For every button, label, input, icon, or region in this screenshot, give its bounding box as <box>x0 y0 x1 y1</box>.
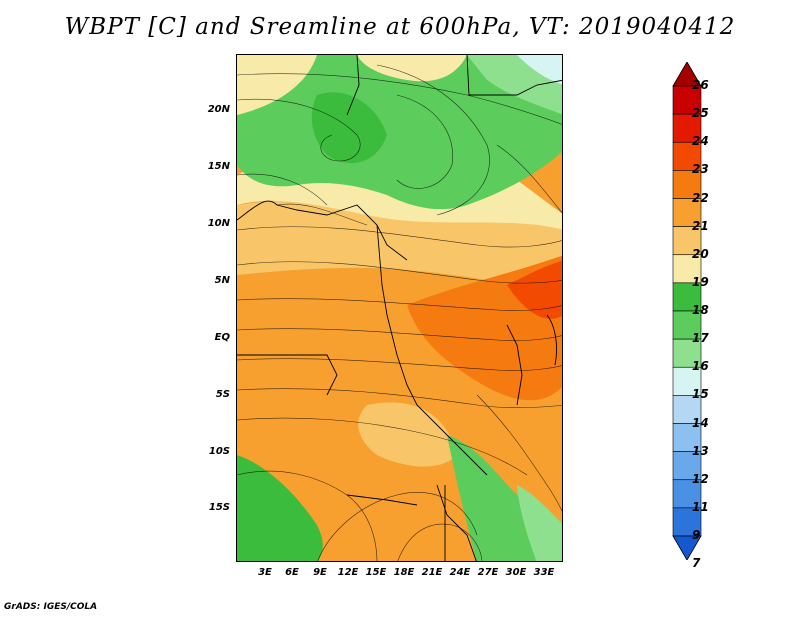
colorbar-segment <box>672 198 702 227</box>
wbpt-19-n <box>357 55 467 82</box>
lat-label-15N: 15N <box>207 161 230 172</box>
colorbar-label: 15 <box>692 387 709 402</box>
colorbar-bottom-triangle <box>672 535 702 560</box>
wbpt-23-east <box>507 260 562 319</box>
wbpt-20-band <box>237 200 562 295</box>
lat-label-10N: 10N <box>207 218 230 229</box>
colorbar-label: 23 <box>692 162 709 177</box>
wbpt-19-nw <box>237 55 317 115</box>
wbpt-15-ne <box>517 55 562 85</box>
colorbar-segment <box>672 310 702 340</box>
colorbar-label: 12 <box>692 471 709 486</box>
lat-label-10S: 10S <box>208 446 230 457</box>
colorbar-label: 13 <box>692 443 709 458</box>
colorbar-segment <box>672 141 702 171</box>
colorbar-label: 9 <box>692 528 701 542</box>
colorbar-segment <box>672 254 702 284</box>
streamlines <box>237 64 562 561</box>
wbpt-20-south <box>358 402 457 467</box>
colorbar-label: 22 <box>692 190 709 205</box>
lon-label-18E: 18E <box>393 567 415 578</box>
colorbar-label: 21 <box>692 218 709 233</box>
colorbar-label: 17 <box>692 331 709 346</box>
lon-label-3E: 3E <box>258 567 272 578</box>
colorbar-label: 25 <box>692 106 709 121</box>
colorbar-label: 16 <box>692 359 709 374</box>
colorbar-segment <box>672 507 702 537</box>
lon-label-15E: 15E <box>365 567 387 578</box>
colorbar-label: 7 <box>692 556 701 571</box>
lat-label-20N: 20N <box>207 104 230 115</box>
colorbar-segment <box>672 226 702 256</box>
map-panel <box>236 54 563 562</box>
lon-label-24E: 24E <box>449 567 471 578</box>
chart-title: WBPT [C] and Sreamline at 600hPa, VT: 20… <box>64 14 736 40</box>
colorbar-segment <box>672 282 702 312</box>
colorbar-label: 19 <box>692 274 709 289</box>
colorbar-label: 20 <box>692 246 709 261</box>
lon-label-33E: 33E <box>533 567 555 578</box>
colorbar-label: 24 <box>692 134 709 149</box>
wbpt-17-field <box>237 55 562 210</box>
lat-label-EQ: EQ <box>214 332 230 343</box>
colorbar-segment <box>672 170 702 199</box>
colorbar <box>672 62 702 560</box>
colorbar-segment <box>672 338 702 368</box>
wbpt-16-se <box>517 485 562 561</box>
lon-label-12E: 12E <box>337 567 359 578</box>
lon-label-27E: 27E <box>477 567 499 578</box>
colorbar-label: 26 <box>692 78 709 92</box>
colorbar-segment <box>672 479 702 509</box>
wbpt-map <box>237 55 562 561</box>
lon-label-6E: 6E <box>285 567 299 578</box>
colorbar-segment <box>672 451 702 481</box>
colorbar-segment <box>672 366 702 396</box>
wbpt-18-sw <box>237 455 323 561</box>
lon-label-9E: 9E <box>313 567 327 578</box>
lat-label-15S: 15S <box>208 502 230 513</box>
lat-label-5N: 5N <box>214 275 230 286</box>
footer-credit: GrADS: IGES/COLA <box>4 602 98 612</box>
colorbar-segment <box>672 85 702 115</box>
country-borders <box>237 55 562 561</box>
colorbar-label: 11 <box>692 499 709 514</box>
colorbar-label: 14 <box>692 415 709 430</box>
lon-label-21E: 21E <box>421 567 443 578</box>
lat-label-5S: 5S <box>215 389 230 400</box>
lon-label-30E: 30E <box>505 567 527 578</box>
colorbar-segment <box>672 113 702 143</box>
colorbar-label: 18 <box>692 303 709 317</box>
